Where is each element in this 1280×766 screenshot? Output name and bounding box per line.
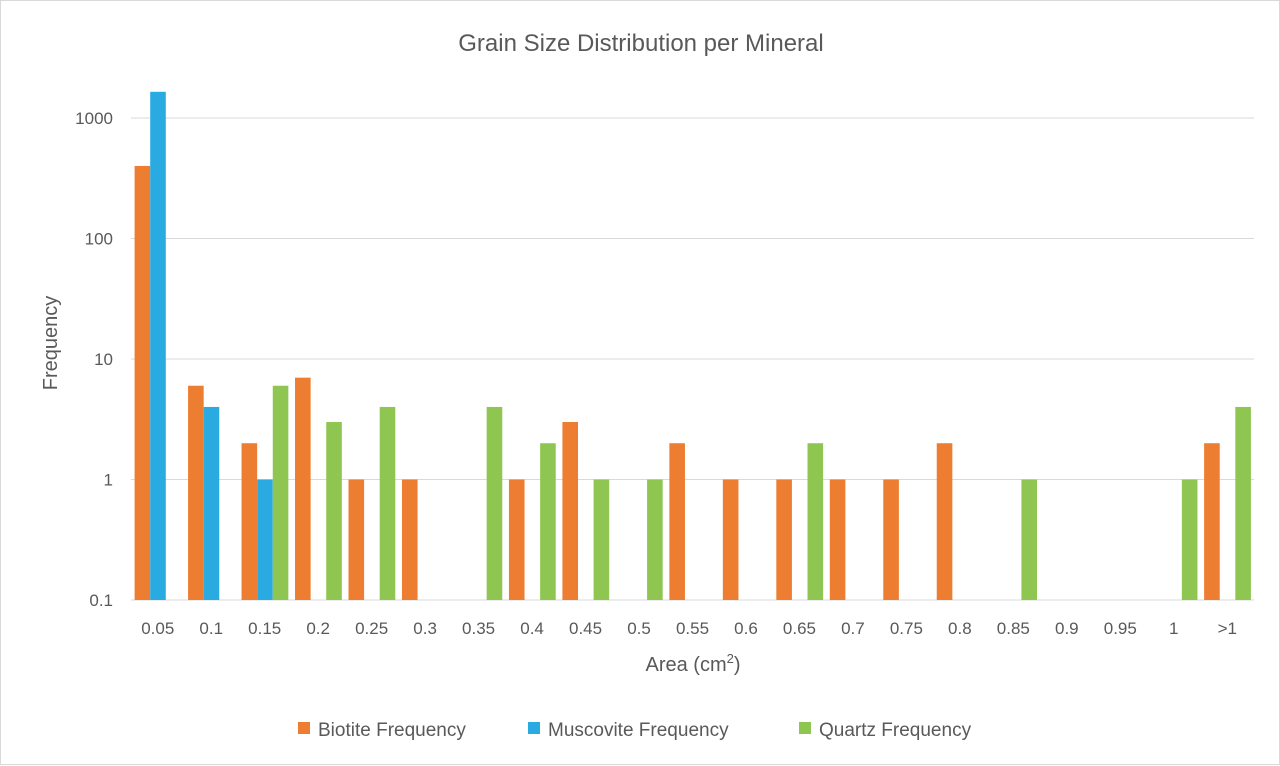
bar-quartz: [379, 406, 396, 600]
bar-biotite: [401, 479, 418, 600]
x-tick-label: 0.5: [627, 619, 651, 638]
legend-swatch: [799, 722, 811, 734]
bar-biotite: [348, 479, 365, 600]
x-tick-label: 0.6: [734, 619, 758, 638]
gridlines: [131, 117, 1254, 601]
y-tick-label: 10: [94, 350, 113, 369]
x-tick-label: 0.05: [141, 619, 174, 638]
x-tick-labels: 0.05 0.1 0.15 0.2 0.25 0.3 0.35 0.4 0.45 0.5 0.55 0…: [141, 619, 1237, 638]
x-tick-label: 0.25: [355, 619, 388, 638]
x-tick-label: 0.95: [1104, 619, 1137, 638]
x-tick-label: 0.9: [1055, 619, 1079, 638]
legend-swatch: [298, 722, 310, 734]
bar-quartz: [540, 443, 556, 600]
bar-quartz: [1181, 479, 1198, 600]
x-tick-label: 0.1: [199, 619, 223, 638]
x-tick-label: 1: [1169, 619, 1178, 638]
bar-biotite: [134, 165, 151, 600]
x-tick-label: 0.15: [248, 619, 281, 638]
legend-label: Quartz Frequency: [819, 720, 972, 741]
bar-biotite: [722, 479, 739, 600]
x-axis-title-sup: 2: [727, 651, 734, 666]
bar-quartz: [326, 422, 342, 600]
y-tick-label: 1000: [75, 109, 113, 128]
x-tick-label: 0.55: [676, 619, 709, 638]
x-tick-label: 0.85: [997, 619, 1030, 638]
bar-muscovite: [257, 479, 273, 600]
x-tick-label: 0.35: [462, 619, 495, 638]
x-axis-title-main: Area (cm: [645, 654, 726, 676]
x-axis-title-close: ): [734, 654, 741, 676]
x-tick-label: 0.8: [948, 619, 972, 638]
chart-title: Grain Size Distribution per Mineral: [458, 30, 823, 57]
bars: [134, 91, 1251, 600]
y-axis-title: Frequency: [40, 296, 62, 391]
legend-label: Biotite Frequency: [318, 720, 466, 741]
bar-quartz: [1235, 406, 1251, 600]
x-tick-label: 0.3: [413, 619, 437, 638]
x-tick-label: 0.75: [890, 619, 923, 638]
bar-biotite: [883, 479, 899, 600]
bar-muscovite: [150, 91, 166, 600]
x-tick-label: 0.4: [520, 619, 544, 638]
bar-quartz: [1021, 479, 1038, 600]
bar-biotite: [508, 479, 525, 600]
bar-biotite: [562, 422, 579, 600]
bar-quartz: [272, 385, 289, 600]
legend: Biotite Frequency Muscovite Frequency Quar…: [298, 720, 972, 741]
bar-biotite: [295, 377, 311, 600]
bar-quartz: [647, 479, 663, 600]
bar-biotite: [1204, 443, 1220, 600]
x-tick-label: 0.45: [569, 619, 602, 638]
bar-biotite: [776, 479, 792, 600]
x-tick-label: 0.65: [783, 619, 816, 638]
bar-quartz: [593, 479, 610, 600]
legend-swatch: [528, 722, 540, 734]
y-tick-label: 100: [85, 230, 113, 249]
y-tick-label: 1: [104, 471, 113, 490]
legend-label: Muscovite Frequency: [548, 720, 729, 741]
bar-biotite: [188, 385, 204, 600]
x-axis-title: Area (cm2): [645, 651, 740, 676]
bar-biotite: [241, 443, 258, 600]
bar-muscovite: [203, 406, 220, 600]
x-tick-label: 0.2: [306, 619, 330, 638]
x-tick-label: >1: [1218, 619, 1237, 638]
bar-biotite: [829, 479, 846, 600]
bar-biotite: [669, 443, 685, 600]
x-tick-label: 0.7: [841, 619, 865, 638]
bar-quartz: [807, 443, 824, 600]
y-tick-label: 0.1: [89, 591, 113, 610]
bar-biotite: [936, 443, 953, 600]
bar-quartz: [486, 406, 503, 600]
y-tick-labels: 0.1 1 10 100 1000: [75, 109, 113, 610]
